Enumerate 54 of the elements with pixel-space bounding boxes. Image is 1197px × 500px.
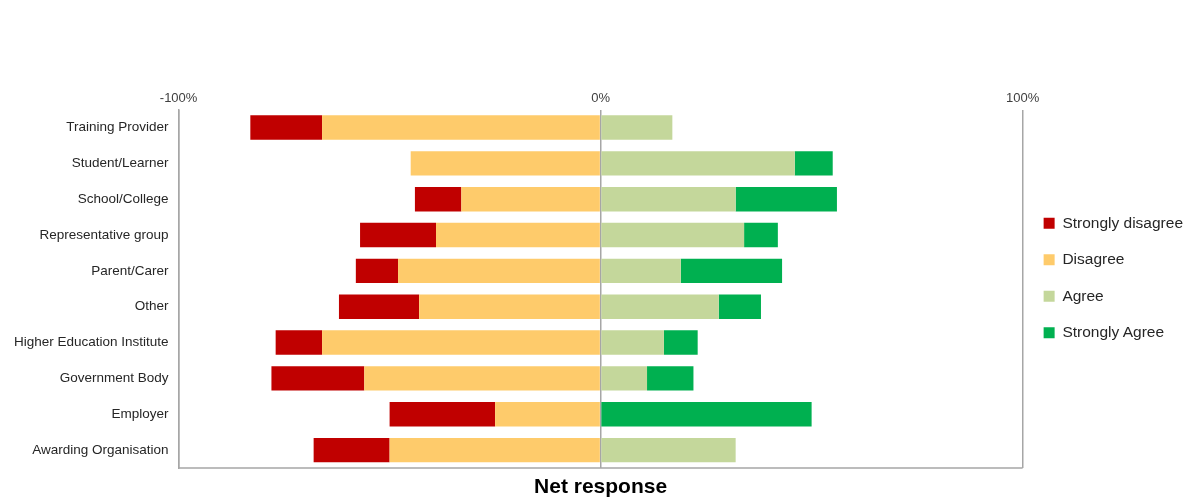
bar: [495, 402, 600, 427]
bar: [663, 330, 698, 355]
bar: [601, 115, 673, 140]
bar: [338, 294, 420, 319]
bar: [410, 151, 600, 176]
bar: [601, 294, 719, 319]
x-axis-title: Net response: [534, 474, 668, 498]
bar: [364, 366, 600, 391]
legend-label: Agree: [1062, 286, 1104, 304]
bar: [271, 366, 365, 391]
legend-label: Disagree: [1062, 250, 1125, 268]
y-tick-label: Employer: [111, 405, 170, 421]
bar: [794, 151, 833, 176]
bar: [322, 330, 600, 355]
bar: [313, 437, 390, 463]
bar: [601, 151, 795, 176]
bar: [461, 187, 600, 212]
y-tick-label: Government Body: [59, 370, 169, 386]
bar: [322, 115, 600, 140]
bar: [389, 402, 496, 427]
x-tick-label: -100%: [159, 90, 198, 106]
bar: [601, 222, 745, 248]
y-tick-label: Awarding Organisation: [32, 441, 169, 457]
legend-label: Strongly Agree: [1062, 323, 1165, 341]
x-tick-label: 100%: [1006, 90, 1040, 106]
bar: [735, 187, 837, 212]
bar: [601, 437, 736, 463]
legend-label: Strongly disagree: [1062, 213, 1183, 231]
y-tick-label: Higher Education Institute: [14, 334, 169, 350]
bar: [680, 258, 783, 284]
bar: [419, 294, 600, 319]
y-tick-label: Student/Learner: [71, 155, 170, 171]
bar: [360, 222, 437, 248]
bar: [389, 437, 600, 463]
bar: [436, 222, 600, 248]
bar: [355, 258, 399, 284]
y-tick-label: Other: [134, 298, 170, 314]
y-tick-label: Training Provider: [66, 119, 170, 135]
bar: [601, 366, 648, 391]
bar: [718, 294, 761, 319]
bar: [601, 258, 681, 284]
y-tick-label: Parent/Carer: [91, 262, 170, 278]
bar: [414, 187, 462, 212]
y-tick-label: Representative group: [39, 226, 169, 242]
bar: [275, 330, 323, 355]
bar: [744, 222, 778, 248]
x-tick-label: 0%: [591, 90, 611, 106]
bar: [601, 402, 812, 427]
bar: [601, 330, 664, 355]
bar: [398, 258, 600, 284]
bar: [250, 115, 323, 140]
y-tick-label: School/College: [77, 190, 169, 206]
bar: [647, 366, 694, 391]
bar: [601, 187, 736, 212]
